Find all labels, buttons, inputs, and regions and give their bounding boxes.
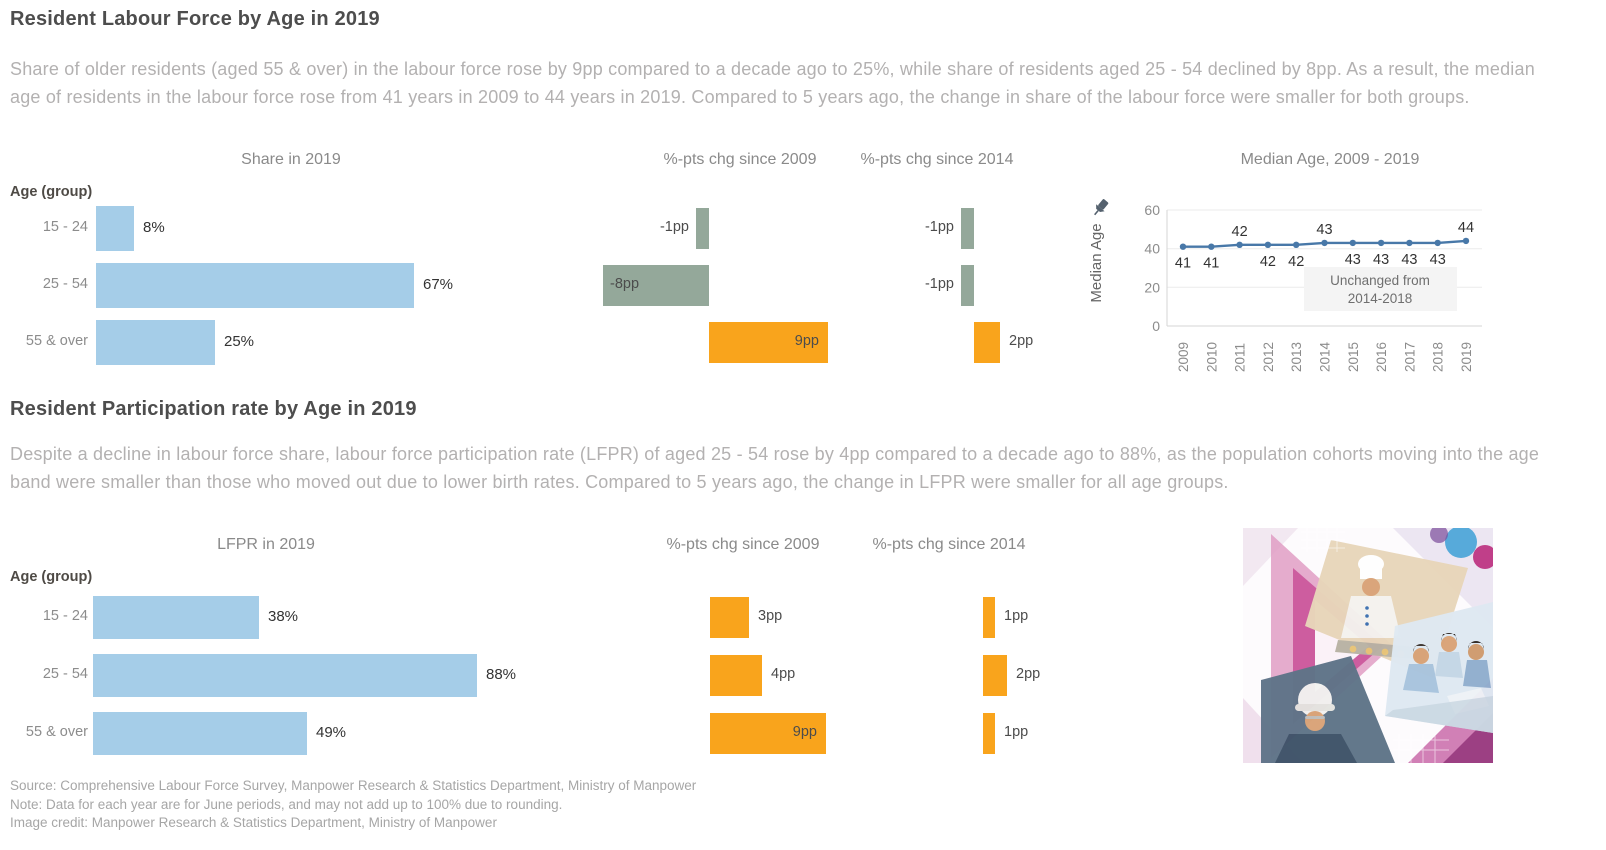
bar <box>93 712 307 755</box>
bar <box>710 597 749 638</box>
svg-text:2018: 2018 <box>1431 342 1446 372</box>
chef-photo <box>1305 540 1468 678</box>
svg-text:0: 0 <box>1152 318 1160 334</box>
svg-text:2014-2018: 2014-2018 <box>1348 291 1413 306</box>
bar <box>961 208 974 249</box>
value-label: 88% <box>486 665 517 683</box>
bar-label: 3pp <box>758 607 783 624</box>
bar <box>93 596 259 639</box>
row-label: 25 - 54 <box>42 665 88 682</box>
svg-text:2019: 2019 <box>1459 342 1474 372</box>
row-label: 25 - 54 <box>42 275 88 292</box>
svg-text:40: 40 <box>1144 241 1160 257</box>
footer-image-credit: Image credit: Manpower Research & Statis… <box>10 815 497 830</box>
lfpr-chart-title: LFPR in 2019 <box>217 536 315 553</box>
bar-label: 1pp <box>1004 723 1029 740</box>
svg-text:2016: 2016 <box>1374 342 1389 372</box>
bar <box>96 320 215 365</box>
svg-text:43: 43 <box>1373 252 1389 268</box>
value-label: 67% <box>423 275 454 293</box>
footer-source: Source: Comprehensive Labour Force Surve… <box>10 778 697 793</box>
svg-text:2015: 2015 <box>1346 342 1361 372</box>
section2-age-group-label: Age (group) <box>10 569 93 585</box>
svg-text:Unchanged from: Unchanged from <box>1330 273 1430 288</box>
bar <box>983 713 995 754</box>
bar <box>710 713 826 754</box>
bar <box>96 206 134 251</box>
svg-text:2011: 2011 <box>1233 343 1248 372</box>
share-chg2009-title: %-pts chg since 2009 <box>663 151 817 168</box>
bar-label: -1pp <box>924 275 954 292</box>
row-label: 15 - 24 <box>42 607 88 624</box>
row-label: 15 - 24 <box>42 218 88 235</box>
bar <box>961 265 974 306</box>
svg-text:Median Age: Median Age <box>1088 223 1105 302</box>
bar <box>696 208 709 249</box>
bar <box>603 265 709 306</box>
section1-age-group-label: Age (group) <box>10 184 93 200</box>
bar-label: 1pp <box>1004 607 1029 624</box>
bar <box>93 654 477 697</box>
svg-text:60: 60 <box>1144 202 1160 218</box>
bar-label: 4pp <box>771 665 796 682</box>
svg-text:2017: 2017 <box>1402 342 1417 372</box>
value-label: 49% <box>316 723 347 741</box>
bar <box>983 597 995 638</box>
bar-label: -1pp <box>659 218 689 235</box>
lfpr-chg2009-title: %-pts chg since 2009 <box>666 536 820 553</box>
section1-title: Resident Labour Force by Age in 2019 <box>10 8 380 30</box>
bar <box>983 655 1007 696</box>
value-label: 38% <box>268 607 299 625</box>
section2-description: Despite a decline in labour force share,… <box>10 444 1540 492</box>
svg-text:44: 44 <box>1458 220 1474 236</box>
bar-label: 2pp <box>1016 665 1041 682</box>
svg-text:42: 42 <box>1260 254 1276 270</box>
svg-text:2013: 2013 <box>1289 342 1304 372</box>
median-age-chart-title: Median Age, 2009 - 2019 <box>1240 151 1420 168</box>
office-team-photo <box>1385 602 1493 733</box>
footer-notes: Source: Comprehensive Labour Force Surve… <box>10 777 1110 833</box>
bar-label: 9pp <box>794 332 819 349</box>
svg-text:41: 41 <box>1175 256 1191 272</box>
svg-text:20: 20 <box>1144 279 1160 295</box>
svg-text:43: 43 <box>1316 222 1332 238</box>
bar <box>974 322 1000 363</box>
bar-label: -1pp <box>924 218 954 235</box>
svg-text:2014: 2014 <box>1318 341 1333 372</box>
row-label: 55 & over <box>25 332 88 349</box>
svg-text:2009: 2009 <box>1176 342 1191 372</box>
bar-label: 2pp <box>1009 332 1034 349</box>
svg-text:42: 42 <box>1288 254 1304 270</box>
svg-text:41: 41 <box>1203 256 1219 272</box>
bar <box>709 322 828 363</box>
pin-icon <box>1094 199 1109 216</box>
workers-collage-image <box>1243 525 1497 764</box>
row-label: 55 & over <box>25 723 88 740</box>
svg-text:43: 43 <box>1430 252 1446 268</box>
svg-text:2010: 2010 <box>1204 342 1219 372</box>
bar-label: -8pp <box>610 275 640 292</box>
value-label: 25% <box>224 332 255 350</box>
value-label: 8% <box>143 218 165 236</box>
svg-text:43: 43 <box>1345 252 1361 268</box>
share-chg2014-title: %-pts chg since 2014 <box>860 151 1014 168</box>
section1-description: Share of older residents (aged 55 & over… <box>10 59 1535 107</box>
bar-label: 9pp <box>792 723 817 740</box>
section2-title: Resident Participation rate by Age in 20… <box>10 398 417 420</box>
median-age-line-chart: 0 20 40 60 Unchanged from 2014-2018 41 41 42 42 42… <box>1080 145 1500 380</box>
svg-text:43: 43 <box>1401 252 1417 268</box>
bar <box>96 263 414 308</box>
footer-note: Note: Data for each year are for June pe… <box>10 796 563 812</box>
svg-text:2012: 2012 <box>1261 342 1276 372</box>
svg-text:42: 42 <box>1232 224 1248 240</box>
bar <box>710 655 762 696</box>
share-chart-title: Share in 2019 <box>241 151 341 168</box>
lfpr-chg2014-title: %-pts chg since 2014 <box>872 536 1026 553</box>
factory-worker-photo <box>1261 656 1395 763</box>
